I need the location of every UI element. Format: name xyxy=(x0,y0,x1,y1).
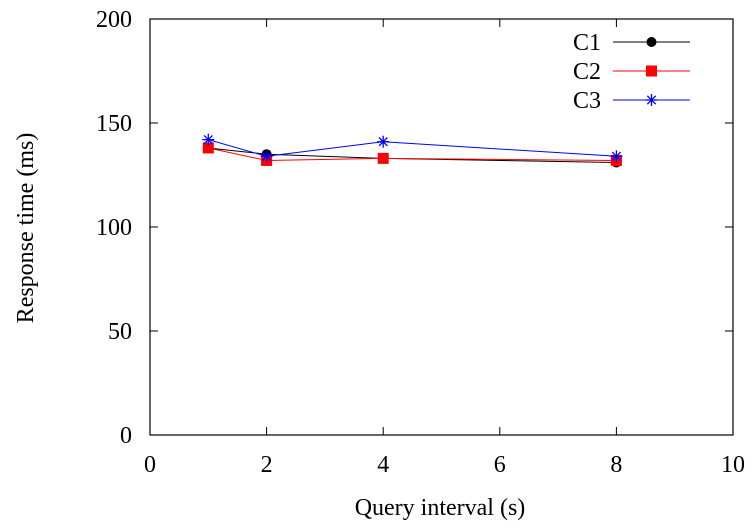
x-axis-label: Query interval (s) xyxy=(355,495,526,521)
legend-label: C2 xyxy=(573,59,601,85)
series-line-C3 xyxy=(208,139,617,157)
y-tick-label: 200 xyxy=(96,7,132,33)
series-line-C1 xyxy=(208,147,617,164)
x-tick-label: 10 xyxy=(721,452,745,478)
legend-label: C1 xyxy=(573,30,601,56)
y-axis: 0 50 100 150 200 xyxy=(96,7,733,449)
data-point-C3 xyxy=(202,133,215,146)
series-C3 xyxy=(202,133,623,163)
legend-item-C2: C2 xyxy=(573,59,690,85)
x-tick-label: 8 xyxy=(610,452,622,478)
legend-label: C3 xyxy=(573,88,601,114)
x-tick-label: 0 xyxy=(144,452,156,478)
legend-marker xyxy=(646,65,657,77)
y-tick-label: 100 xyxy=(96,215,132,241)
series-layer xyxy=(202,133,623,168)
legend-item-C1: C1 xyxy=(573,30,690,56)
marker-stroke xyxy=(203,134,213,145)
marker-stroke xyxy=(611,151,622,161)
x-tick-label: 6 xyxy=(494,452,506,478)
data-point-C3 xyxy=(377,135,390,148)
y-tick-label: 0 xyxy=(120,423,132,449)
y-tick-label: 150 xyxy=(96,111,132,137)
x-axis: 0 2 4 6 8 10 xyxy=(144,19,745,478)
marker-stroke xyxy=(378,137,388,147)
marker-stroke xyxy=(261,151,272,161)
x-tick-label: 4 xyxy=(377,452,389,478)
legend-item-C3: C3 xyxy=(573,88,690,114)
x-tick-label: 2 xyxy=(261,452,273,478)
legend-marker xyxy=(646,37,657,47)
legend: C1 C2 C3 xyxy=(573,30,690,114)
data-point-C3 xyxy=(260,150,273,163)
data-point-C2 xyxy=(202,142,214,154)
legend-marker xyxy=(645,94,658,106)
y-tick-label: 50 xyxy=(108,319,132,345)
series-line-C2 xyxy=(208,147,617,161)
data-point-C2 xyxy=(377,152,389,164)
marker-stroke xyxy=(646,95,657,105)
y-axis-label: Response time (ms) xyxy=(13,133,39,324)
data-point-C3 xyxy=(610,150,623,163)
